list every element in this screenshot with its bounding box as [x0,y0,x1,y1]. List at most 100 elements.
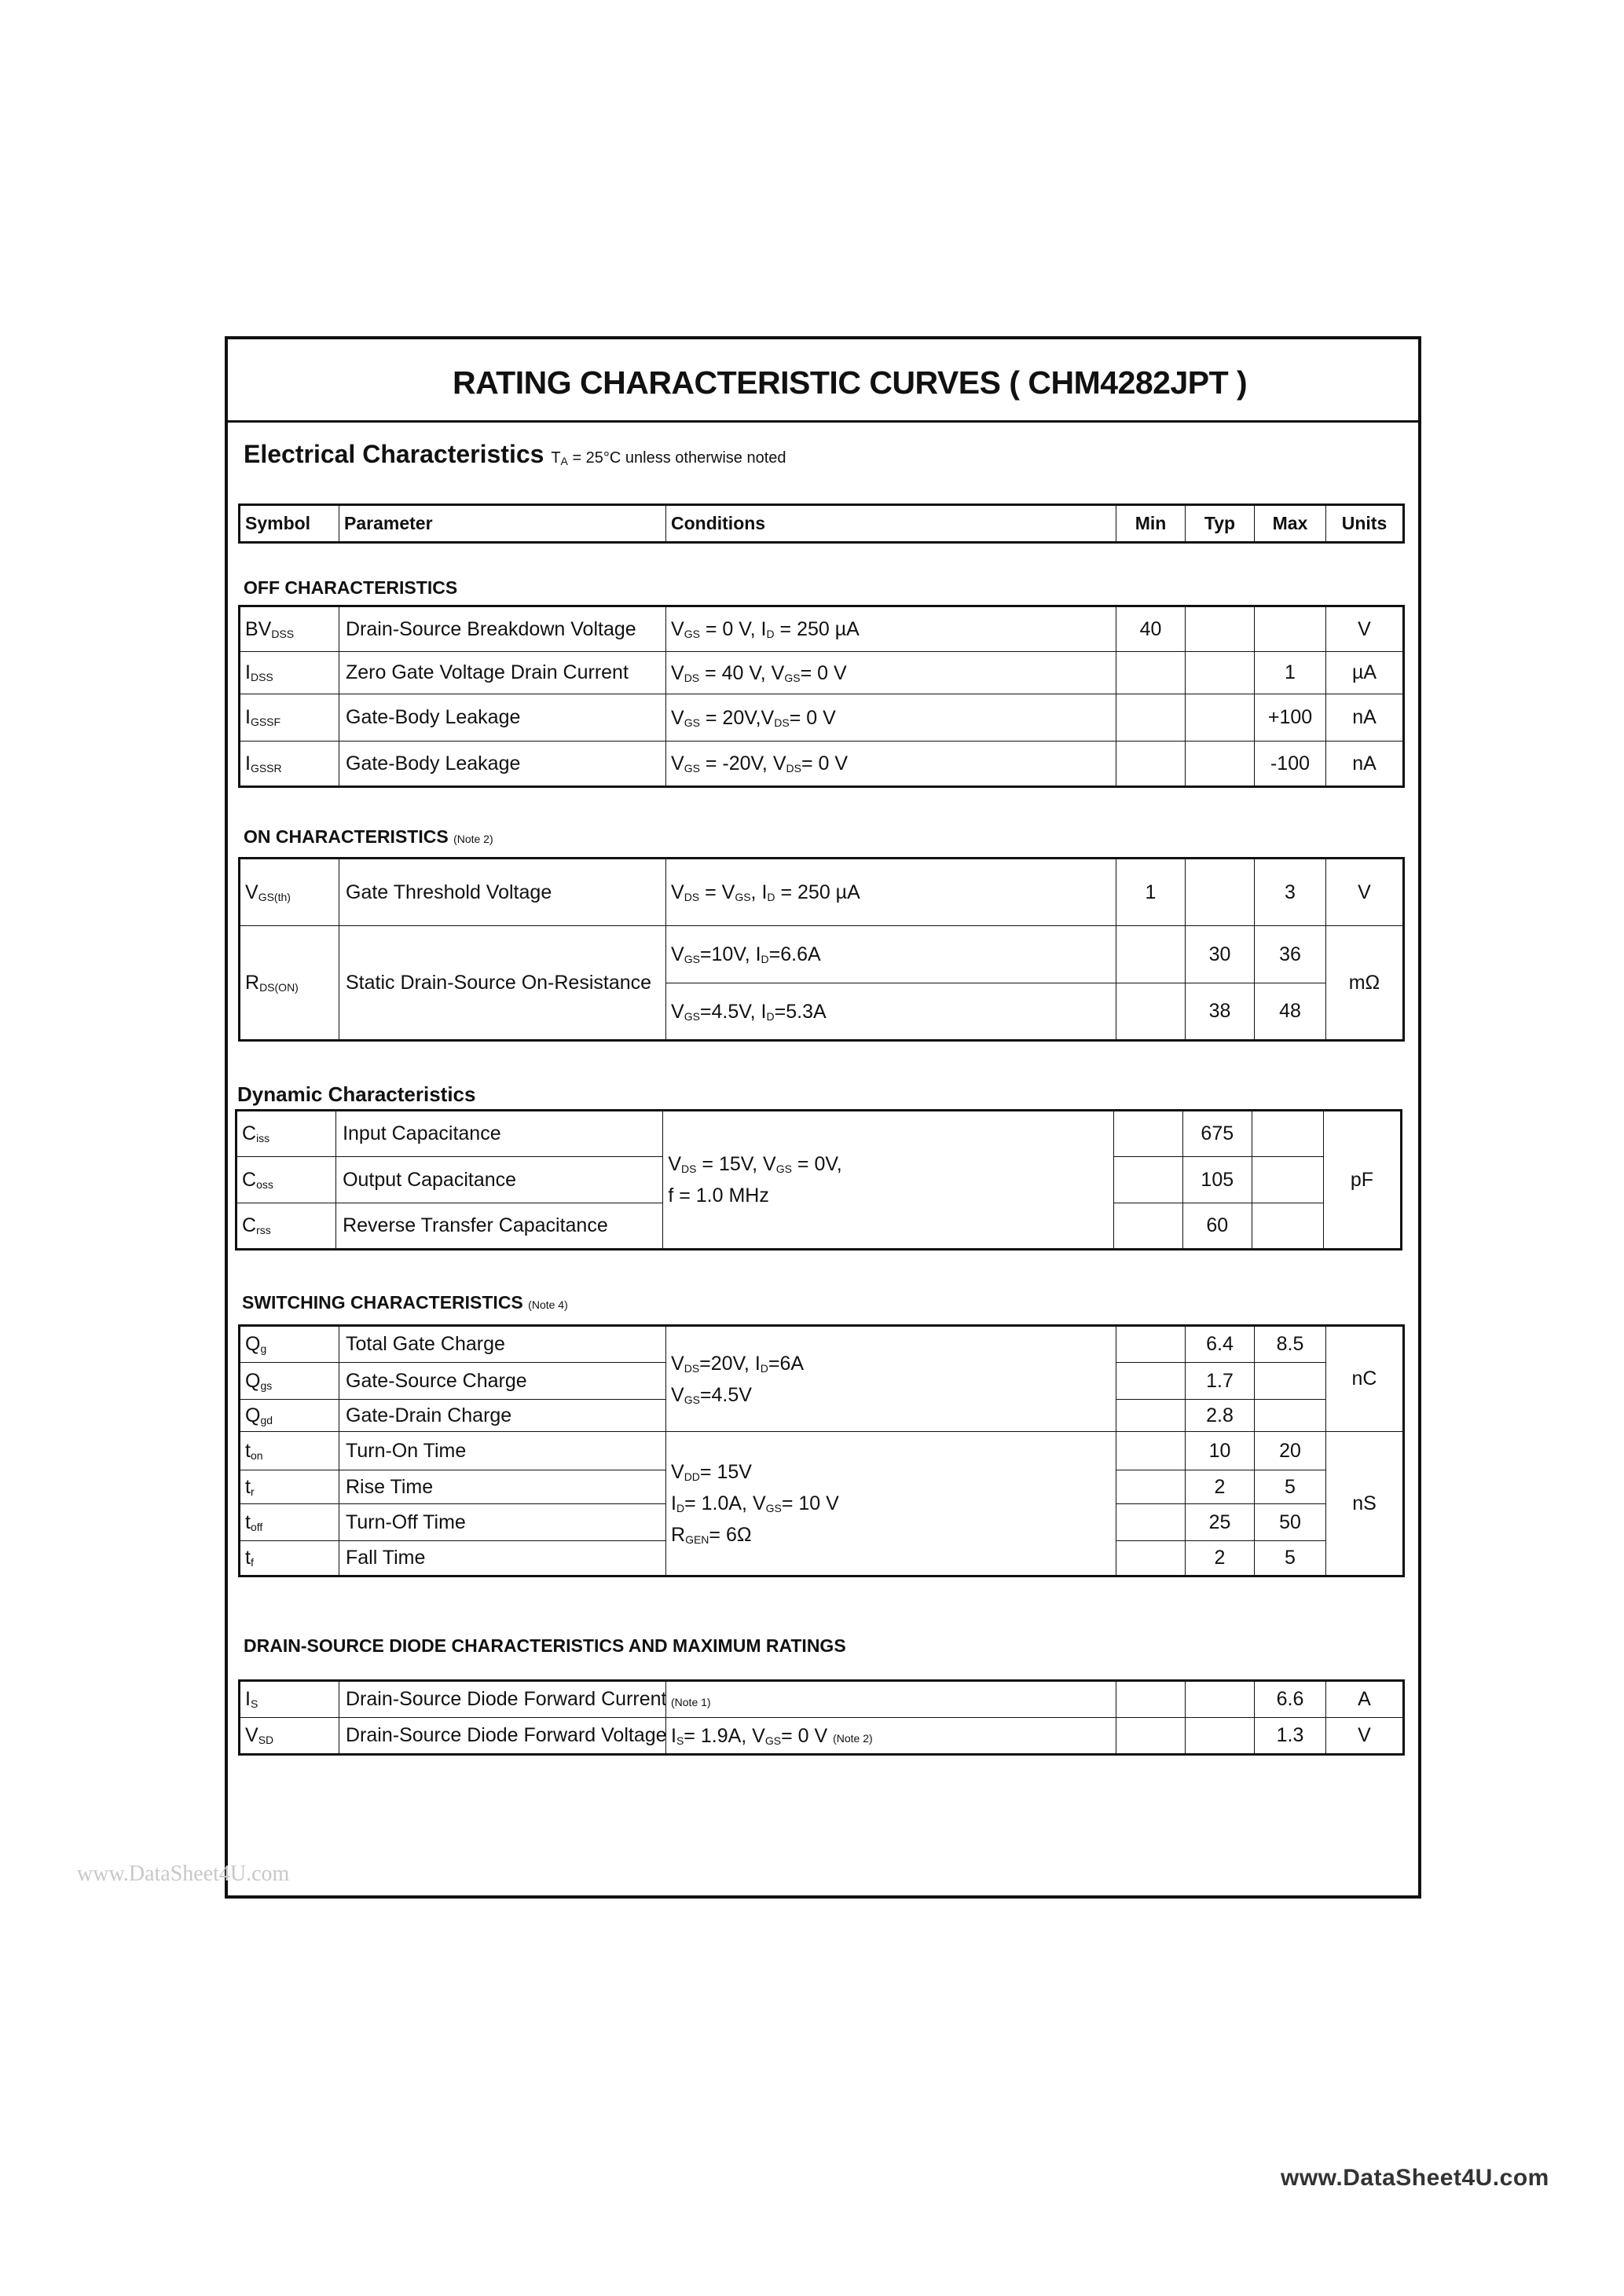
min-cell: 40 [1116,606,1186,652]
off-section-label: OFF CHARACTERISTICS [244,577,457,599]
conditions-cell: VDS=20V, ID=6A VGS=4.5V [665,1325,1116,1432]
condition-line: VDS = 15V, VGS = 0V, [668,1148,1108,1180]
text: I [245,752,251,774]
min-cell [1116,1717,1186,1755]
max-cell [1254,1399,1326,1432]
min-cell [1116,1680,1186,1718]
text: =5.3A [774,1000,827,1023]
subscript: GS [684,1393,700,1406]
max-cell: 50 [1254,1503,1326,1541]
symbol-cell: Qgd [239,1399,339,1432]
text: C [242,1168,257,1191]
units-cell: µA [1325,651,1404,694]
typ-cell [1185,606,1255,652]
text: f = 1.0 MHz [668,1185,769,1207]
max-cell: 48 [1254,983,1326,1041]
max-cell [1254,606,1326,652]
typ-cell: 1.7 [1185,1362,1255,1400]
header-typ: Typ [1185,504,1255,543]
parameter-cell: Output Capacitance [335,1156,664,1203]
parameter-cell: Fall Time [339,1540,666,1576]
typ-cell: 2 [1185,1540,1255,1576]
text: = 0 V [781,1724,834,1747]
text: = 1.0A, V [684,1492,766,1514]
min-cell [1113,1156,1183,1203]
watermark-right[interactable]: www.DataSheet4U.com [1281,2165,1549,2191]
condition-line: VGS = 0 V, ID = 250 µA [671,613,1111,645]
off-characteristics-table: BVDSS Drain-Source Breakdown Voltage VGS =… [238,605,1405,788]
condition-line: VGS = 20V,VDS= 0 V [671,702,1111,734]
typ-cell [1185,858,1255,926]
max-cell: +100 [1254,694,1326,742]
typ-cell [1185,1717,1255,1755]
units-cell: pF [1322,1110,1402,1250]
text: V [671,1000,684,1023]
condition-line: IS= 1.9A, VGS= 0 V (Note 2) [671,1720,1111,1752]
max-cell [1254,1362,1326,1400]
typ-cell: 675 [1182,1110,1252,1157]
text: V [671,618,684,640]
subscript: DSS [250,671,273,683]
subscript: GS [684,716,700,729]
temperature-condition: TA = 25°C unless otherwise noted [551,449,786,467]
subscript: S [250,1697,258,1710]
dynamic-section-label: Dynamic Characteristics [237,1082,475,1107]
subscript: DS [681,1163,697,1175]
text: =4.5V, I [699,1000,767,1023]
cond-prefix: T [551,449,561,467]
subscript: DS [774,716,790,729]
subscript: GSSR [250,761,282,774]
table-row: Coss Output Capacitance 105 [235,1156,1402,1203]
typ-cell: 2 [1185,1470,1255,1504]
max-cell: 5 [1254,1470,1326,1504]
text: , I [750,881,768,903]
page-title: RATING CHARACTERISTIC CURVES ( CHM4282JP… [453,364,1248,401]
min-cell: 1 [1116,858,1186,926]
subscript: SD [258,1734,274,1746]
parameter-cell: Drain-Source Diode Forward Voltage [339,1717,666,1755]
typ-cell [1185,741,1255,787]
typ-cell [1185,651,1255,694]
units-cell: nA [1325,741,1404,787]
text: BV [245,617,272,640]
condition-line: VDS=20V, ID=6A [671,1348,1111,1379]
text: =6A [768,1352,805,1375]
text: V [671,753,684,774]
min-cell [1116,1431,1186,1470]
units-cell: V [1325,606,1404,652]
max-cell: -100 [1254,741,1326,787]
text: V [671,1352,684,1375]
max-cell: 36 [1254,925,1326,983]
label: Dynamic Characteristics [237,1082,476,1106]
parameter-cell: Turn-Off Time [339,1503,666,1541]
text: = 0 V, I [699,618,767,640]
text: = 15V [699,1461,752,1483]
parameter-cell: Total Gate Charge [339,1325,666,1363]
typ-cell: 38 [1185,983,1255,1041]
min-cell [1116,983,1186,1041]
conditions-cell: VDD= 15V ID= 1.0A, VGS= 10 V RGEN= 6Ω [665,1431,1116,1576]
condition-line: RGEN= 6Ω [671,1519,1111,1551]
header-max: Max [1254,504,1326,543]
text: =10V, I [699,943,761,965]
max-cell: 8.5 [1254,1325,1326,1363]
table-row: Ciss Input Capacitance VDS = 15V, VGS = 0V… [235,1110,1402,1250]
table-row: IGSSF Gate-Body Leakage VGS = 20V,VDS= 0 V… [239,694,1404,742]
condition-line: VDD= 15V [671,1456,1111,1488]
subscript: DS [684,891,700,903]
max-cell [1251,1110,1324,1157]
text: V [245,1724,258,1746]
table-row: toff Turn-Off Time 25 50 [239,1503,1404,1541]
conditions-cell: VGS = -20V, VDS= 0 V [665,741,1116,787]
subscript: GEN [685,1533,709,1546]
parameter-cell: Gate-Source Charge [339,1362,666,1400]
max-cell: 5 [1254,1540,1326,1576]
table-row: IGSSR Gate-Body Leakage VGS = -20V, VDS= 0… [239,741,1404,787]
text: = 0 V [800,661,847,684]
max-cell: 1 [1254,651,1326,694]
subscript: GS [765,1502,782,1514]
subscript: GSSF [250,716,281,728]
min-cell [1116,1503,1186,1541]
typ-cell: 30 [1185,925,1255,983]
text: = 0 V [801,753,849,774]
